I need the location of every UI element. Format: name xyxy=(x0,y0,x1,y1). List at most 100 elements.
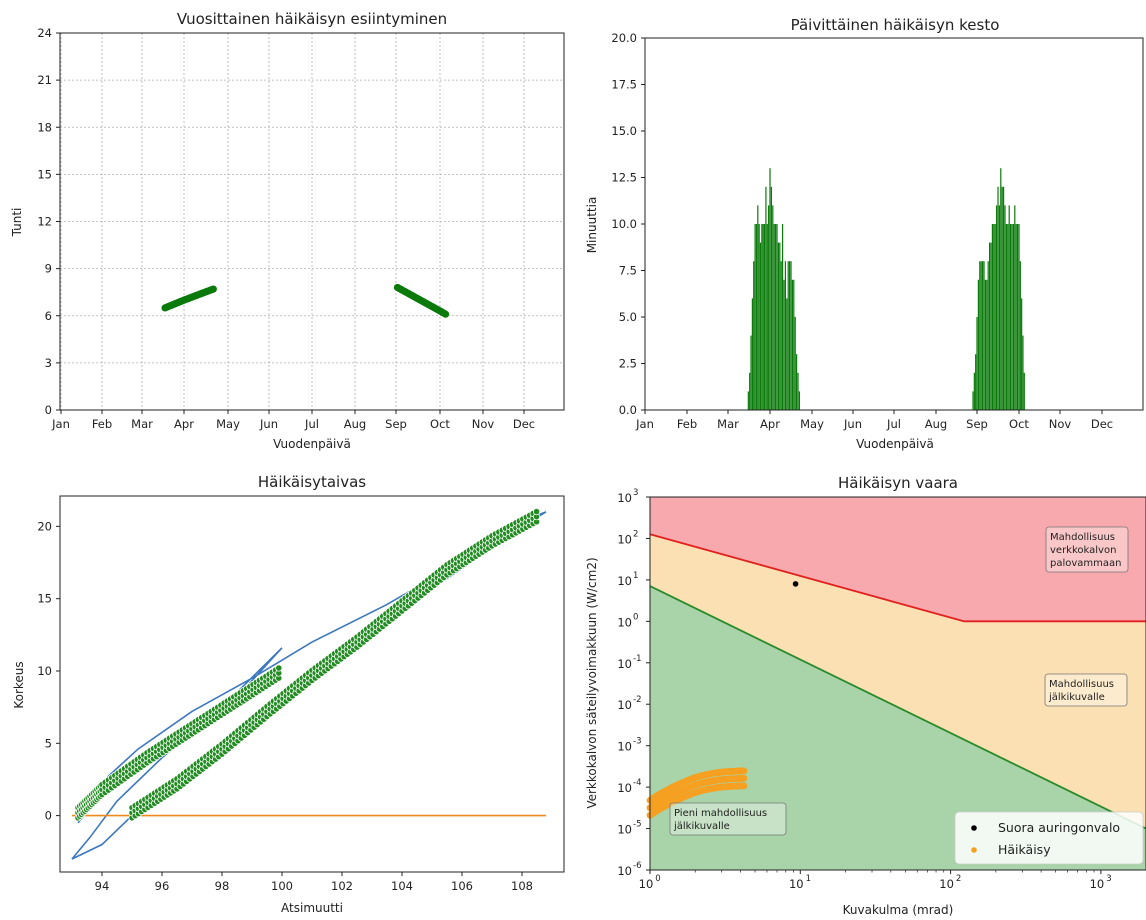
duration-chart-ylabel: Minuuttia xyxy=(585,197,599,254)
y-tick-label: 10 xyxy=(617,574,632,588)
glare-hazard-point xyxy=(740,782,748,790)
duration-bar xyxy=(786,298,788,410)
duration-bar xyxy=(772,205,774,410)
duration-bar xyxy=(975,354,977,410)
sky-chart-xlabel: Atsimuutti xyxy=(281,901,343,915)
duration-bar xyxy=(989,242,991,410)
x-tick-label: Feb xyxy=(677,417,697,431)
duration-bar xyxy=(797,372,799,410)
glare-hazard-point xyxy=(740,767,748,775)
duration-bar xyxy=(753,261,755,410)
burn-region xyxy=(650,497,1146,622)
duration-bar xyxy=(1017,224,1019,410)
sky-chart-title: Häikäisytaivas xyxy=(258,473,366,491)
x-tick-label: 98 xyxy=(215,879,230,893)
y-tick-label: 5.0 xyxy=(619,310,637,324)
duration-bar xyxy=(761,224,763,410)
duration-bar xyxy=(1010,224,1012,410)
y-tick-label: 18 xyxy=(37,120,52,134)
duration-bar xyxy=(1023,372,1025,410)
duration-bar xyxy=(979,261,981,410)
duration-bar xyxy=(793,279,795,410)
afterimage-region-label-box xyxy=(1044,673,1128,707)
glare-hazard-point xyxy=(740,775,748,782)
duration-bar xyxy=(991,224,993,410)
duration-bar xyxy=(990,242,992,410)
x-tick-label: Apr xyxy=(760,417,780,431)
y-tick-label: 17.5 xyxy=(611,78,637,92)
burn-region-label-box xyxy=(1045,526,1129,573)
duration-bar xyxy=(768,205,770,410)
duration-bar xyxy=(749,372,751,410)
duration-bar xyxy=(998,205,1000,410)
y-tick-label: 3 xyxy=(45,356,52,370)
duration-bar xyxy=(983,261,985,410)
y-tick-label: 0.0 xyxy=(619,403,637,417)
y-tick-label: 10 xyxy=(37,664,52,678)
legend-glare-marker xyxy=(971,847,977,853)
duration-bar xyxy=(763,224,766,410)
duration-bar xyxy=(777,242,779,410)
afterimage-region xyxy=(650,534,1146,829)
x-tick-label: Dec xyxy=(513,417,535,431)
duration-bar xyxy=(1000,168,1002,410)
x-tick-label: 108 xyxy=(511,879,533,893)
duration-bar xyxy=(766,224,768,410)
legend-direct-sun-label: Suora auringonvalo xyxy=(998,820,1120,835)
x-tick-label: Aug xyxy=(925,417,947,431)
duration-bar xyxy=(1015,224,1017,410)
duration-bar xyxy=(1014,205,1016,410)
y-tick-label: 20 xyxy=(37,519,52,533)
duration-bar xyxy=(798,391,800,410)
y-tick-exponent: -1 xyxy=(633,654,641,664)
duration-bar xyxy=(758,224,760,410)
duration-bar xyxy=(993,224,995,410)
duration-bar xyxy=(1011,224,1013,410)
burn-boundary-line xyxy=(649,533,1146,623)
y-tick-exponent: 0 xyxy=(633,612,638,622)
duration-chart-bars xyxy=(747,168,1025,410)
y-tick-label: 2.5 xyxy=(619,357,637,371)
y-tick-label: 15 xyxy=(37,592,52,606)
duration-bar xyxy=(977,279,979,410)
y-tick-label: 9 xyxy=(45,262,52,276)
low-afterimage-region-label-box xyxy=(669,802,787,836)
duration-chart-title: Päivittäinen häikäisyn kesto xyxy=(791,16,1000,34)
x-tick-label: Oct xyxy=(430,417,450,431)
x-tick-label: Oct xyxy=(1009,417,1029,431)
y-tick-label: 12.5 xyxy=(611,171,637,185)
y-tick-label: 10 xyxy=(617,781,632,795)
legend-box xyxy=(954,811,1144,865)
x-tick-label: 106 xyxy=(451,879,473,893)
hazard-legend: Suora auringonvalo Häikäisy xyxy=(954,811,1144,865)
x-tick-label: 96 xyxy=(155,879,170,893)
x-tick-exponent: 0 xyxy=(655,874,660,884)
annual-chart-title: Vuosittainen häikäisyn esiintyminen xyxy=(177,10,447,28)
sky-chart-lines xyxy=(71,507,547,860)
y-tick-label: 15.0 xyxy=(611,124,637,138)
legend-direct-sun-marker xyxy=(971,825,977,831)
direct-sun-point xyxy=(792,581,799,587)
duration-bar xyxy=(787,261,789,410)
annual-glare-chart: Vuosittainen häikäisyn esiintyminen Vuod… xyxy=(10,10,565,451)
duration-bar xyxy=(1003,186,1005,410)
x-tick-exponent: 2 xyxy=(956,874,961,884)
duration-bar xyxy=(1007,224,1009,410)
x-tick-label: May xyxy=(216,417,240,431)
duration-bar xyxy=(1018,224,1020,410)
duration-bar xyxy=(982,261,984,410)
x-tick-label: Mar xyxy=(131,417,153,431)
annual-chart-xlabel: Vuodenpäivä xyxy=(273,437,351,451)
y-tick-label: 12 xyxy=(37,215,52,229)
duration-bar xyxy=(794,317,796,410)
y-tick-label: 10 xyxy=(617,615,632,629)
annual-chart-grid xyxy=(60,32,564,411)
duration-bar xyxy=(997,186,999,410)
hazard-chart-frame xyxy=(649,496,1146,871)
x-tick-label: Jul xyxy=(304,417,319,431)
y-tick-label: 5 xyxy=(45,736,52,750)
sky-chart-ticks: 94 96 98 100 102 104 106 108 0 5 10 15 20 xyxy=(37,519,533,893)
x-tick-label: May xyxy=(800,417,824,431)
x-tick-label: Dec xyxy=(1091,417,1113,431)
